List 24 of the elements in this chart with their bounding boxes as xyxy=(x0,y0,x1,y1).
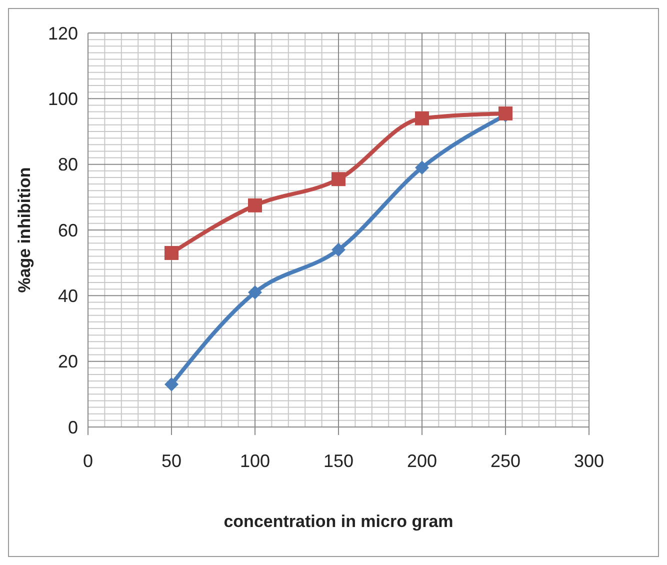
x-tick-label: 100 xyxy=(240,451,270,471)
x-tick-label: 150 xyxy=(323,451,354,471)
point xyxy=(415,111,429,126)
y-tick-label: 100 xyxy=(48,88,78,109)
point xyxy=(248,285,262,300)
x-tick-label: 300 xyxy=(574,451,604,471)
x-axis-title: concentration in micro gram xyxy=(224,512,454,531)
y-axis-title: %age inhibition xyxy=(15,167,34,293)
point xyxy=(415,160,429,175)
y-tick-label: 20 xyxy=(58,352,78,372)
y-tick-label: 60 xyxy=(58,220,78,240)
point xyxy=(164,377,178,392)
x-tick-label: 50 xyxy=(161,451,182,471)
point xyxy=(332,242,346,257)
y-tick-label: 120 xyxy=(48,23,78,44)
x-tick-label: 250 xyxy=(490,451,521,471)
x-tick-label: 200 xyxy=(406,451,438,471)
point xyxy=(248,198,262,212)
point xyxy=(164,246,178,260)
y-tick-label: 40 xyxy=(58,286,78,306)
x-tick-label: 0 xyxy=(82,451,94,471)
y-tick-label: 0 xyxy=(68,417,78,438)
y-tick-label: 80 xyxy=(58,154,78,175)
point xyxy=(332,172,346,186)
